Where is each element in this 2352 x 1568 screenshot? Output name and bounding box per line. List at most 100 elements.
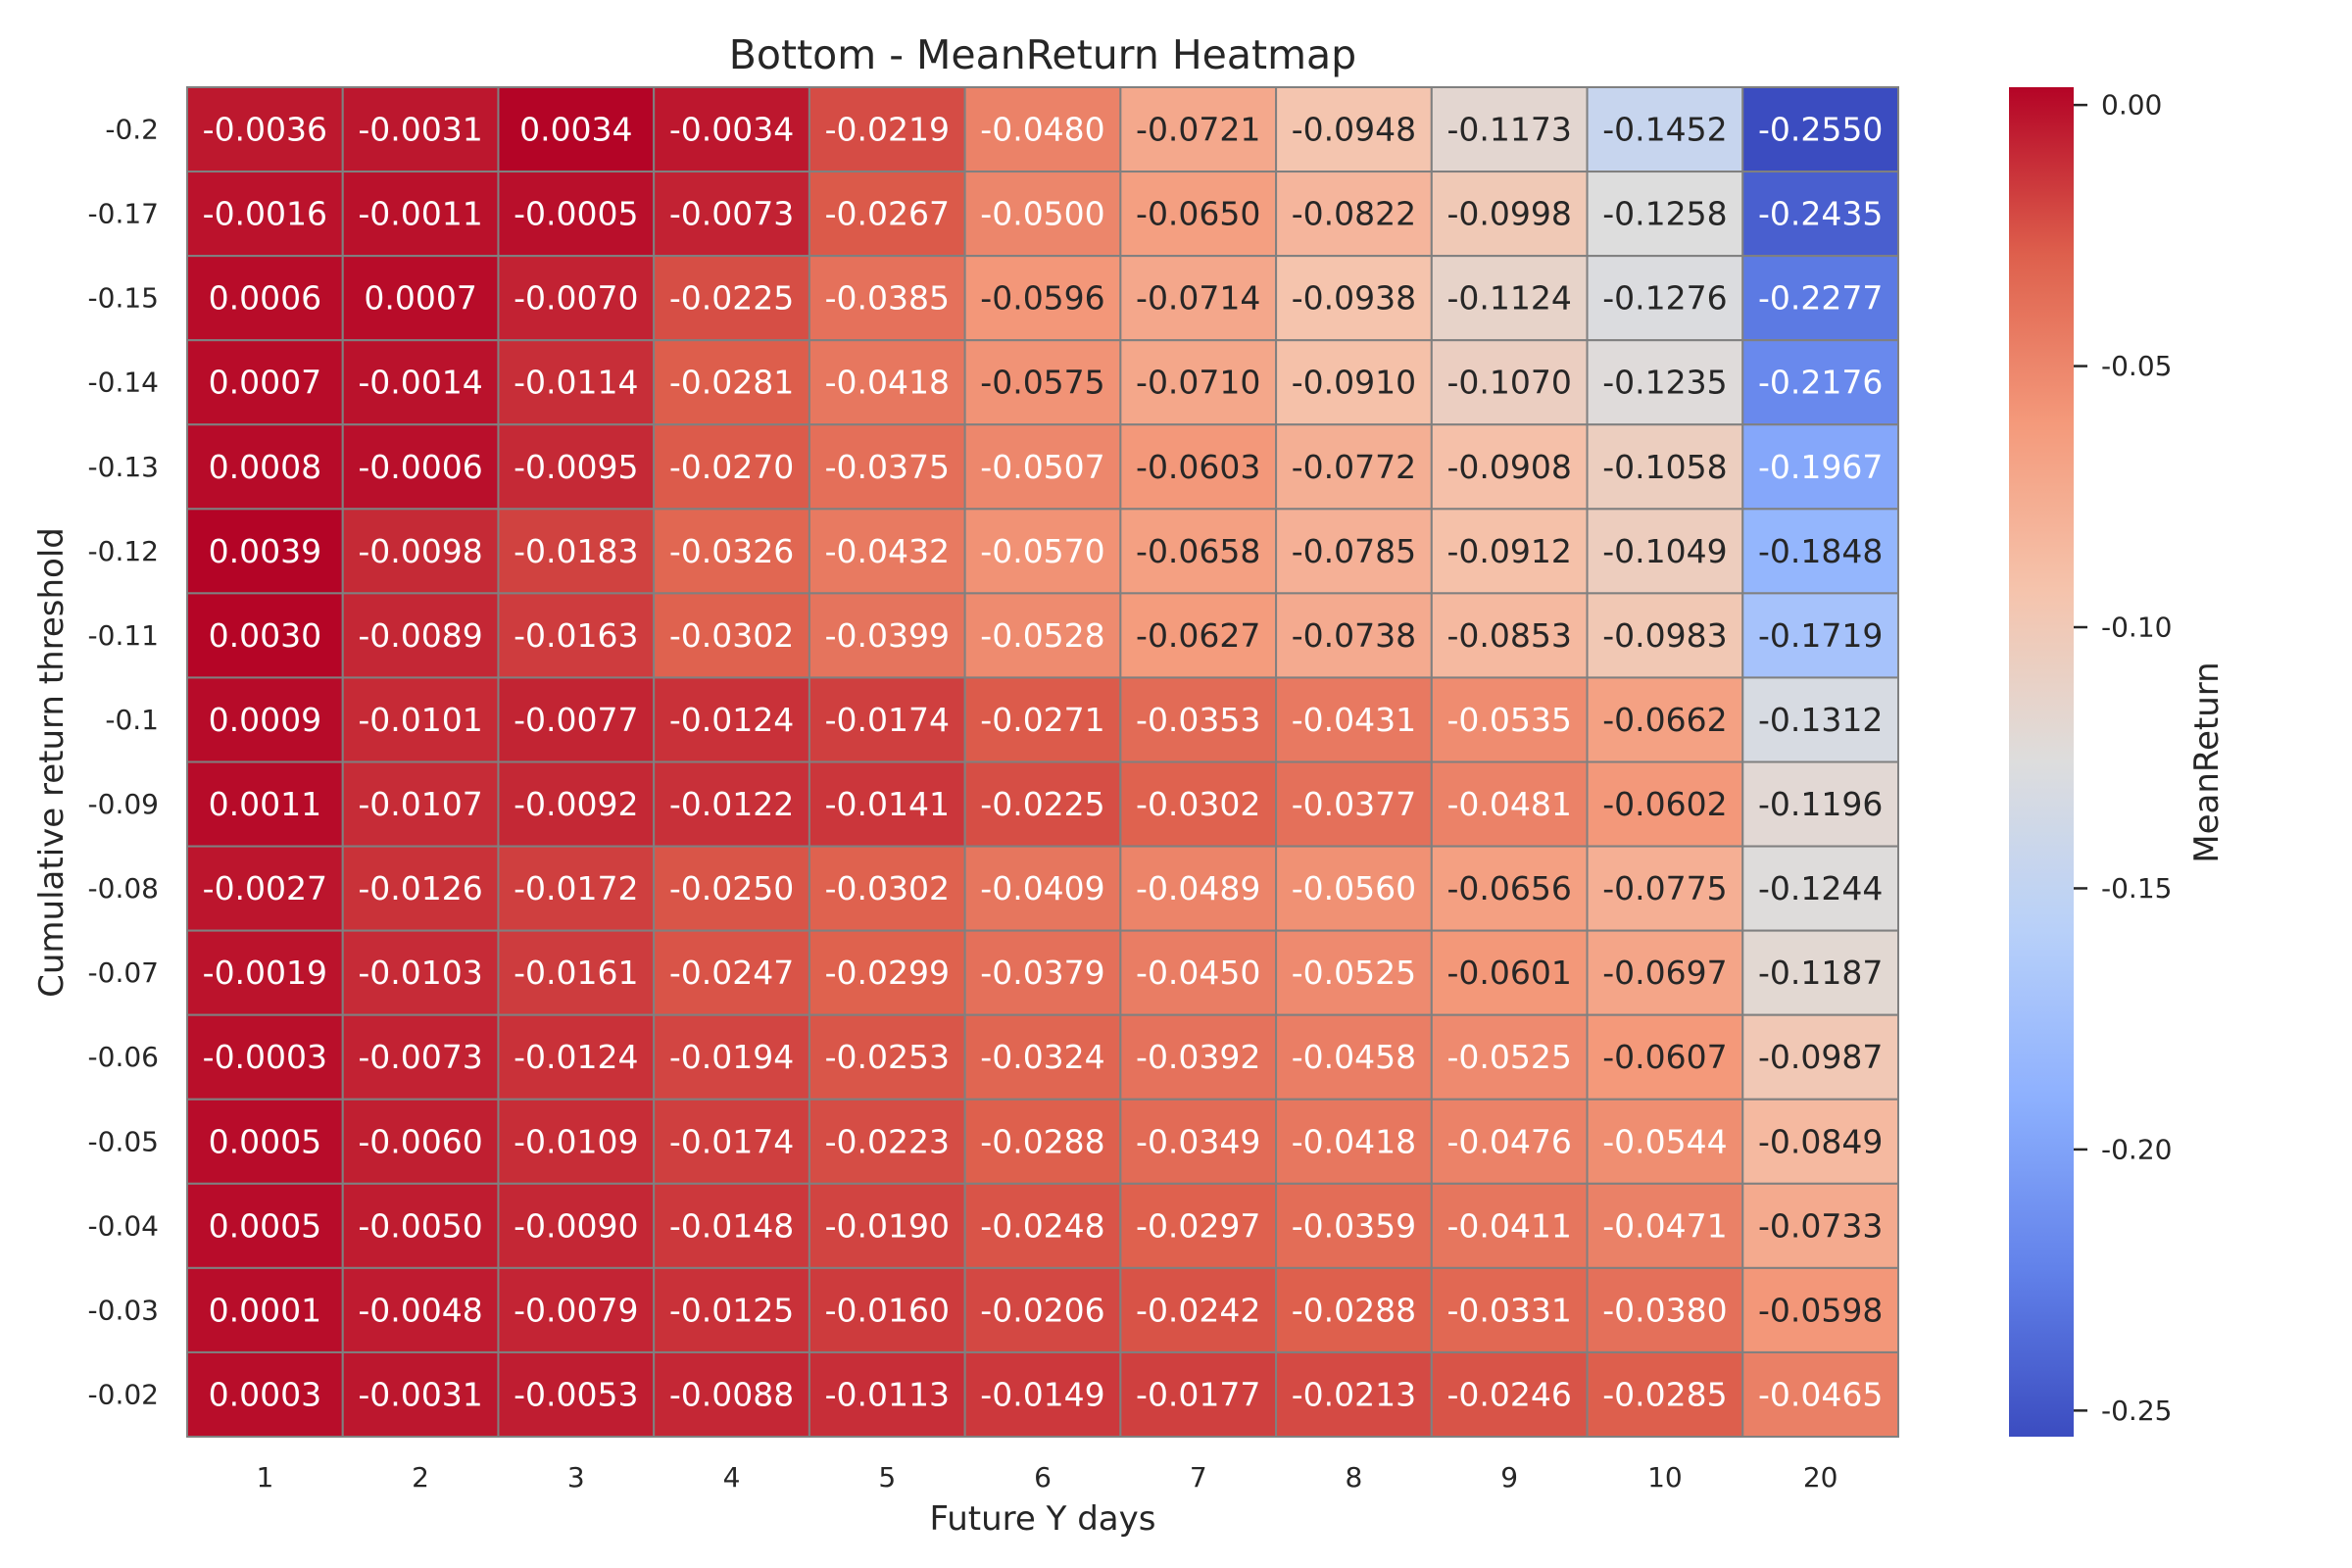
heatmap-cell-label: -0.0285 (1602, 1375, 1727, 1413)
heatmap-cell: -0.0324 (963, 1013, 1122, 1101)
heatmap-cell: -0.0607 (1586, 1013, 1744, 1101)
heatmap-cell-label: -0.0095 (514, 448, 638, 486)
heatmap-cell-label: -0.1452 (1602, 111, 1727, 149)
heatmap-cell-rect (497, 423, 656, 511)
heatmap-cell-label: 0.0005 (209, 1206, 321, 1245)
heatmap-cell-label: -0.0031 (358, 1375, 482, 1413)
heatmap-cell-rect (653, 339, 810, 426)
heatmap-cell: -0.0480 (963, 86, 1122, 173)
colorbar-tick-label: -0.05 (2101, 350, 2172, 382)
heatmap-cell-rect (497, 845, 656, 932)
heatmap-cell: -0.0113 (808, 1350, 966, 1438)
heatmap-cell-label: -0.0331 (1446, 1291, 1571, 1329)
heatmap-cell-label: -0.0432 (825, 532, 950, 570)
heatmap-cell-label: -0.0250 (669, 869, 794, 907)
heatmap-cell: -0.0125 (653, 1266, 810, 1353)
heatmap-cell-rect (963, 1266, 1122, 1353)
heatmap-cell-rect (1119, 339, 1278, 426)
heatmap-cell-rect (186, 86, 344, 173)
heatmap-cell: -0.0596 (963, 255, 1122, 342)
heatmap-cell-label: -0.0090 (514, 1206, 638, 1245)
heatmap-cell-label: -0.0031 (358, 111, 482, 149)
heatmap-cell-label: -0.0602 (1602, 785, 1727, 823)
heatmap-cell-rect (1586, 676, 1744, 763)
heatmap-cell: -0.0450 (1119, 929, 1278, 1016)
x-tick-label: 6 (1034, 1461, 1052, 1494)
heatmap-cell: 0.0005 (186, 1098, 344, 1185)
x-tick-label: 9 (1500, 1461, 1518, 1494)
y-axis-label: Cumulative return threshold (32, 527, 72, 998)
heatmap-cell-rect (1741, 1182, 1899, 1269)
heatmap-cell: -0.0656 (1430, 845, 1589, 932)
heatmap-cell-label: -0.0190 (825, 1206, 950, 1245)
heatmap-cell-label: -0.0288 (1292, 1291, 1416, 1329)
heatmap-cell-label: -0.0016 (203, 195, 327, 233)
heatmap-cell-label: -0.0998 (1446, 195, 1571, 233)
heatmap-cell-rect (1430, 255, 1589, 342)
heatmap-cell-label: -0.0948 (1292, 111, 1416, 149)
heatmap-cell-rect (1586, 423, 1744, 511)
heatmap-cell: -0.0003 (186, 1013, 344, 1101)
heatmap-cell: -0.0714 (1119, 255, 1278, 342)
heatmap-cell-label: 0.0005 (209, 1122, 321, 1160)
heatmap-cell-rect (1586, 1098, 1744, 1185)
heatmap-cell-label: -0.0077 (514, 701, 638, 739)
heatmap-cell-label: -0.1258 (1602, 195, 1727, 233)
heatmap-cell-label: -0.0450 (1136, 954, 1260, 992)
heatmap-cell: -0.0409 (963, 845, 1122, 932)
heatmap-cell-label: -0.0476 (1446, 1122, 1571, 1160)
heatmap-cell: -0.0163 (497, 592, 656, 679)
heatmap-cell-label: -0.0225 (669, 279, 794, 318)
heatmap-cell-label: -0.0738 (1292, 616, 1416, 655)
heatmap-cell-rect (1430, 339, 1589, 426)
heatmap-cell: -0.0006 (341, 423, 500, 511)
heatmap-cell-label: -0.0172 (514, 869, 638, 907)
heatmap-cell-rect (186, 171, 344, 258)
heatmap-cell-label: -0.0601 (1446, 954, 1571, 992)
heatmap-cell-rect (497, 760, 656, 848)
heatmap-cell-rect (497, 86, 656, 173)
heatmap-cell-label: 0.0007 (364, 279, 476, 318)
heatmap-cell-rect (1741, 255, 1899, 342)
heatmap-cell: -0.0247 (653, 929, 810, 1016)
heatmap-cell-label: -0.0163 (514, 616, 638, 655)
heatmap-cell: -0.0148 (653, 1182, 810, 1269)
heatmap-cell-label: -0.0006 (358, 448, 482, 486)
x-tick-label: 8 (1346, 1461, 1363, 1494)
heatmap-cell: -0.0458 (1275, 1013, 1433, 1101)
heatmap-cell: -0.0019 (186, 929, 344, 1016)
heatmap-cell-label: -0.0326 (669, 532, 794, 570)
heatmap-cell-label: -0.0418 (825, 364, 950, 402)
heatmap-cell-label: -0.0034 (669, 111, 794, 149)
heatmap-cell-rect (1430, 171, 1589, 258)
heatmap-cell: -0.0627 (1119, 592, 1278, 679)
colorbar-tick-label: -0.25 (2101, 1395, 2172, 1427)
heatmap-cell-label: -0.0465 (1758, 1375, 1883, 1413)
heatmap-cell-label: -0.1276 (1602, 279, 1727, 318)
heatmap-cell: -0.0481 (1430, 760, 1589, 848)
heatmap-cell-rect (186, 423, 344, 511)
heatmap-cell-rect (808, 1182, 966, 1269)
heatmap-cell: -0.1235 (1586, 339, 1744, 426)
heatmap-cell: -0.0418 (1275, 1098, 1433, 1185)
heatmap-cell-rect (1119, 760, 1278, 848)
heatmap-cell-label: -0.0697 (1602, 954, 1727, 992)
heatmap-cell-rect (1275, 1350, 1433, 1438)
heatmap-cell-label: -0.0183 (514, 532, 638, 570)
y-tick-label: -0.09 (88, 788, 159, 820)
heatmap-cell-label: -0.0149 (980, 1375, 1104, 1413)
heatmap-cell: -0.0575 (963, 339, 1122, 426)
heatmap-cell-rect (186, 508, 344, 595)
heatmap-cell-label: -0.0375 (825, 448, 950, 486)
heatmap-cell-rect (963, 339, 1122, 426)
heatmap-cell: -0.0242 (1119, 1266, 1278, 1353)
heatmap-cell-label: -0.0785 (1292, 532, 1416, 570)
heatmap-cell-rect (341, 1266, 500, 1353)
heatmap-cell-rect (963, 423, 1122, 511)
heatmap-cell-rect (1275, 845, 1433, 932)
heatmap-cell-rect (963, 1098, 1122, 1185)
heatmap-cell-label: -0.0107 (358, 785, 482, 823)
y-tick-label: -0.03 (88, 1294, 159, 1326)
heatmap-cell: 0.0003 (186, 1350, 344, 1438)
heatmap-cell: -0.0938 (1275, 255, 1433, 342)
